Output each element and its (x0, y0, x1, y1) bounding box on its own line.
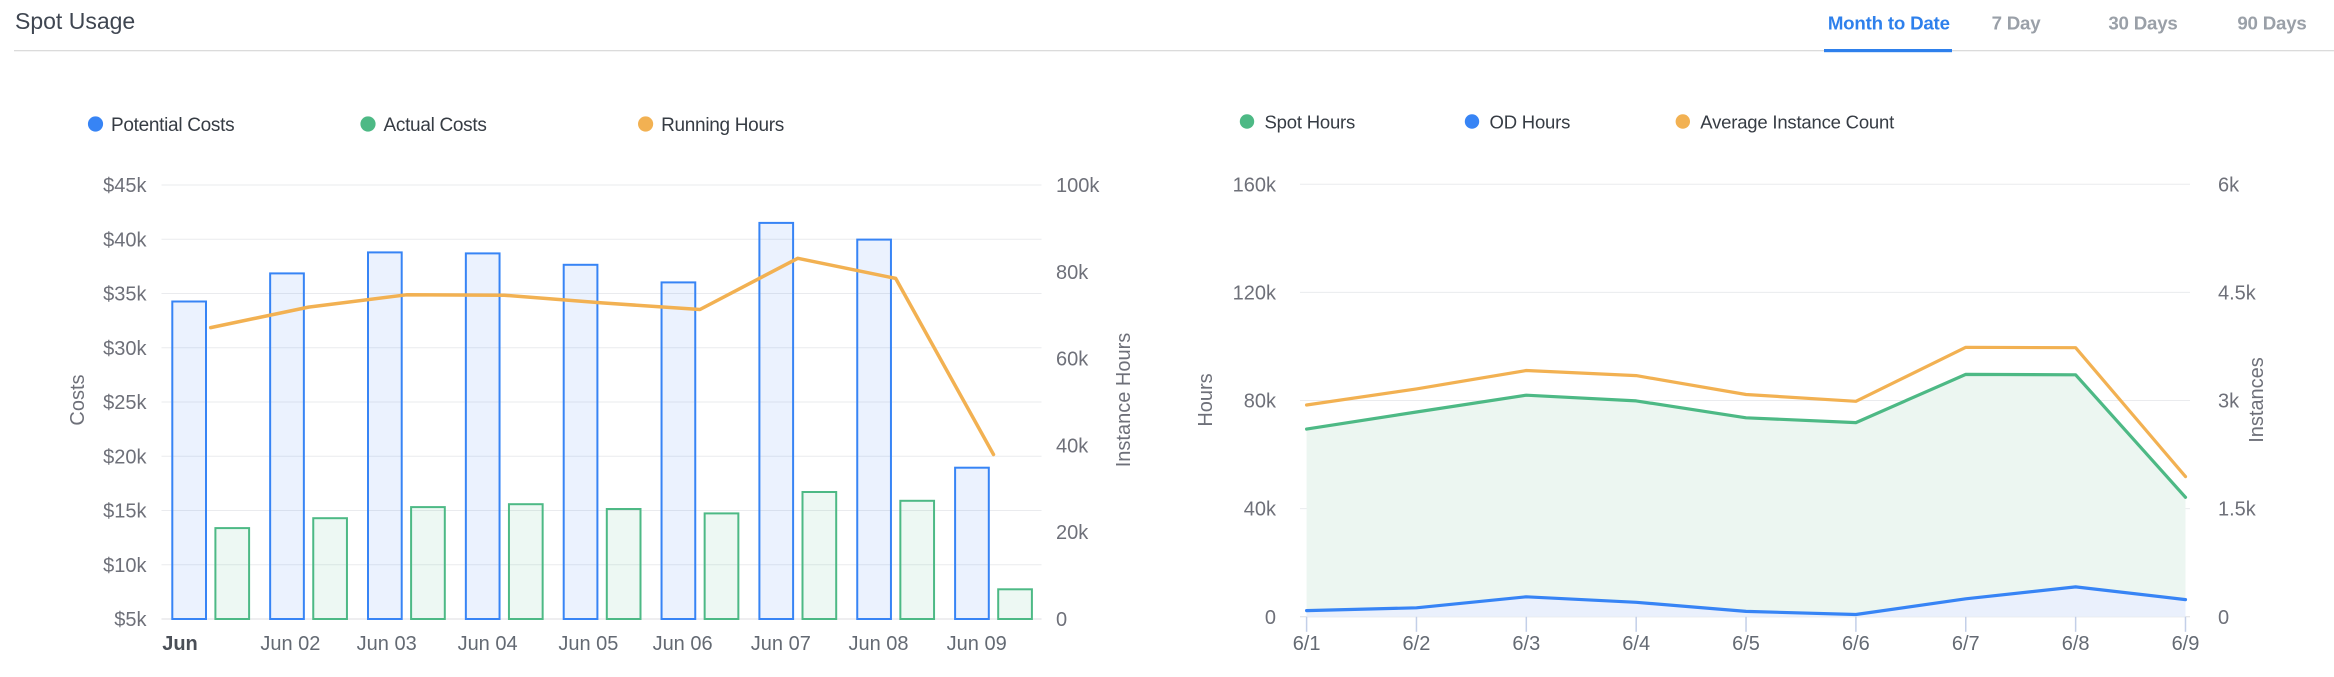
svg-text:6/5: 6/5 (1732, 633, 1760, 655)
svg-text:Jun 03: Jun 03 (357, 633, 417, 655)
svg-text:Running Hours: Running Hours (661, 115, 784, 136)
svg-text:6/9: 6/9 (2172, 633, 2200, 655)
svg-text:3k: 3k (2218, 391, 2240, 413)
svg-text:$5k: $5k (114, 609, 147, 631)
svg-text:6/8: 6/8 (2062, 633, 2090, 655)
svg-text:$45k: $45k (103, 175, 147, 197)
svg-text:6k: 6k (2218, 174, 2240, 196)
svg-text:0: 0 (1056, 609, 1067, 631)
svg-text:6/2: 6/2 (1403, 633, 1431, 655)
svg-text:80k: 80k (1056, 262, 1089, 284)
svg-text:60k: 60k (1056, 349, 1089, 371)
svg-text:160k: 160k (1233, 174, 1277, 196)
svg-text:40k: 40k (1056, 435, 1089, 457)
svg-text:$25k: $25k (103, 392, 147, 414)
svg-text:Jun: Jun (162, 633, 198, 655)
svg-text:Jun 05: Jun 05 (558, 633, 618, 655)
svg-text:$15k: $15k (103, 501, 147, 523)
svg-text:80k: 80k (1244, 391, 1277, 413)
svg-text:Costs: Costs (67, 374, 89, 425)
svg-text:Jun 07: Jun 07 (751, 633, 811, 655)
svg-text:Spot Usage: Spot Usage (15, 8, 135, 34)
svg-text:Average Instance Count: Average Instance Count (1700, 112, 1894, 133)
svg-text:4.5k: 4.5k (2218, 282, 2257, 304)
svg-text:Potential Costs: Potential Costs (111, 115, 234, 136)
svg-text:20k: 20k (1056, 522, 1089, 544)
svg-text:$20k: $20k (103, 446, 147, 468)
svg-text:$40k: $40k (103, 229, 147, 251)
svg-text:$10k: $10k (103, 555, 147, 577)
svg-text:0: 0 (1265, 607, 1276, 629)
svg-text:6/1: 6/1 (1293, 633, 1321, 655)
svg-text:120k: 120k (1233, 282, 1277, 304)
svg-text:Instances: Instances (2246, 357, 2268, 443)
svg-text:Spot Hours: Spot Hours (1265, 112, 1356, 133)
svg-text:1.5k: 1.5k (2218, 499, 2257, 521)
svg-text:100k: 100k (1056, 175, 1100, 197)
svg-text:Jun 09: Jun 09 (947, 633, 1007, 655)
svg-text:Month to Date: Month to Date (1828, 13, 1950, 34)
svg-text:6/6: 6/6 (1842, 633, 1870, 655)
svg-text:Actual Costs: Actual Costs (384, 115, 487, 136)
svg-text:40k: 40k (1244, 499, 1277, 521)
svg-text:Jun 04: Jun 04 (458, 633, 518, 655)
svg-text:Hours: Hours (1195, 373, 1217, 426)
svg-text:OD Hours: OD Hours (1490, 112, 1571, 133)
svg-text:6/4: 6/4 (1622, 633, 1650, 655)
svg-text:Instance Hours: Instance Hours (1113, 333, 1135, 468)
svg-text:90 Days: 90 Days (2237, 13, 2306, 34)
svg-text:$30k: $30k (103, 338, 147, 360)
svg-text:6/3: 6/3 (1512, 633, 1540, 655)
svg-text:6/7: 6/7 (1952, 633, 1980, 655)
svg-text:Jun 02: Jun 02 (260, 633, 320, 655)
svg-text:$35k: $35k (103, 284, 147, 306)
svg-text:Jun 08: Jun 08 (848, 633, 908, 655)
svg-text:30 Days: 30 Days (2108, 13, 2177, 34)
svg-text:Jun 06: Jun 06 (653, 633, 713, 655)
svg-text:0: 0 (2218, 607, 2229, 629)
svg-text:7 Day: 7 Day (1992, 13, 2042, 34)
